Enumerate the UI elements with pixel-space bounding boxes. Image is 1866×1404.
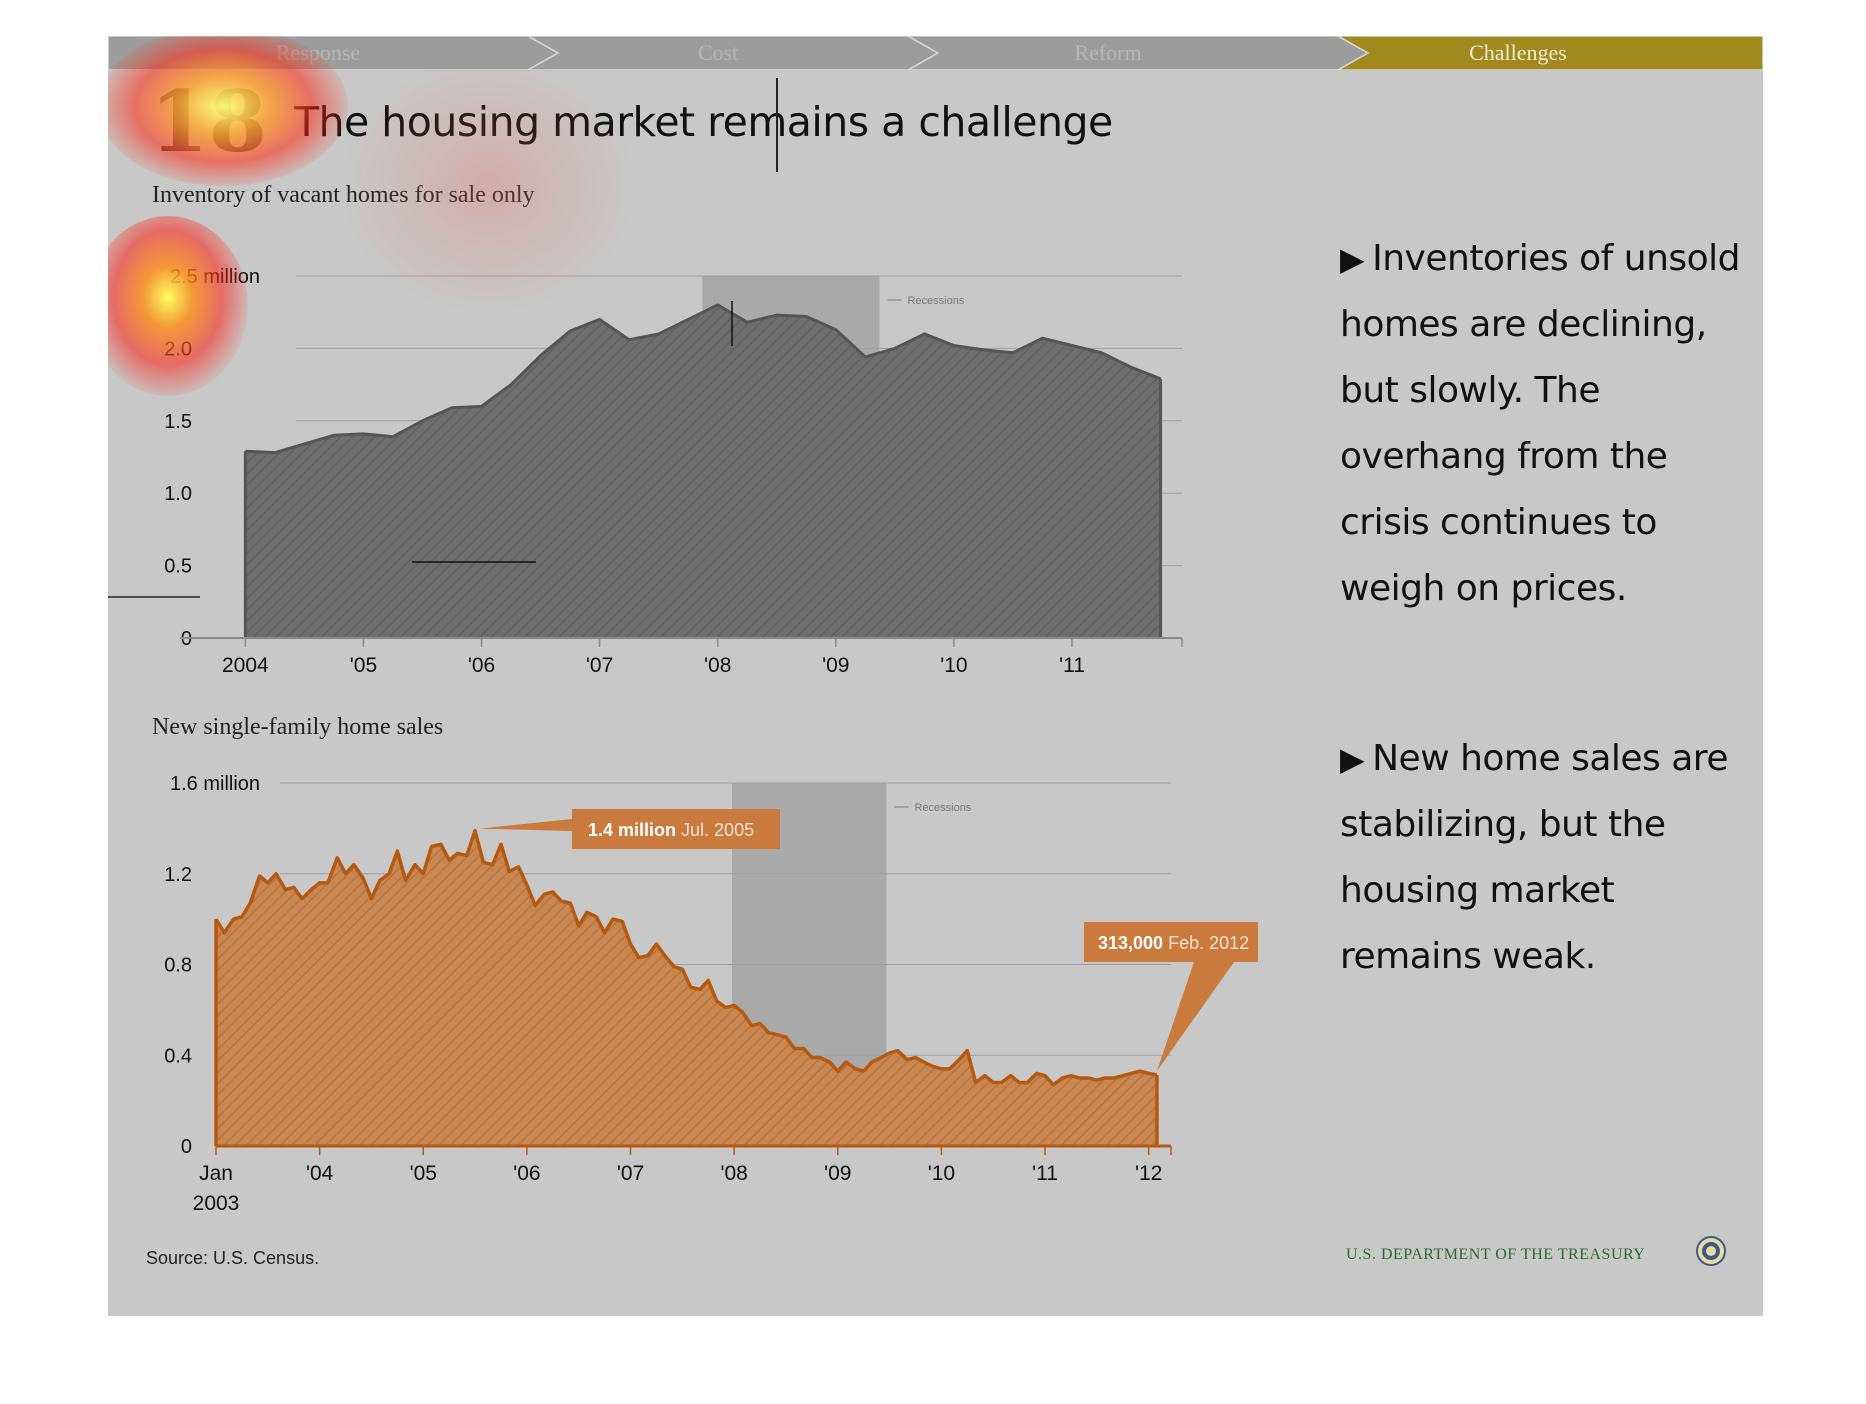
callout-latest-value: 313,000: [1098, 933, 1168, 953]
x-tick-label: '09: [824, 1162, 851, 1185]
y-tick-label: 1.5: [164, 411, 192, 433]
series-area: [216, 830, 1157, 1146]
x-tick-label: '05: [350, 654, 377, 677]
x-tick-label: '06: [468, 654, 495, 677]
x-tick-label: '07: [586, 654, 613, 677]
x-tick-sublabel: Q1: [231, 684, 259, 686]
y-tick-label: 1.6 million: [170, 773, 260, 795]
series-line: [245, 303, 1162, 455]
y-tick-label: 0.8: [164, 955, 192, 977]
callout-peak-label: 1.4 million Jul. 2005: [588, 820, 754, 840]
inventory-chart-title: Inventory of vacant homes for sale only: [152, 182, 535, 208]
x-tick-label: 2004: [222, 654, 269, 677]
legend-recessions: Recessions: [914, 802, 971, 814]
callout-latest-date: Feb. 2012: [1168, 933, 1249, 953]
bullet-list: ▶ Inventories of unsold homes are declini…: [1340, 226, 1750, 1094]
sales-chart: 0 0.4 0.8 1.2 1.6 million Recessions Jan 2003 '0…: [164, 773, 1258, 1215]
x-tick-label: Jan: [199, 1162, 233, 1185]
tab-chevron: [1336, 36, 1763, 70]
y-tick-label: 0: [181, 1136, 192, 1158]
callout-box: [1084, 922, 1258, 962]
y-tick-label: 1.2: [164, 864, 192, 886]
source-note: Source: U.S. Census.: [146, 1248, 320, 1268]
y-tick-label: 1.0: [164, 483, 192, 505]
callout-pointer: [1156, 962, 1234, 1071]
tab-reform[interactable]: Reform: [1074, 40, 1142, 65]
x-tick-label: '05: [410, 1162, 437, 1185]
bullet-inventory-text: Inventories of unsold homes are declinin…: [1340, 238, 1741, 609]
slide: Response Cost Reform Challenges 18 The h…: [108, 36, 1763, 1316]
bullet-sales: ▶ New home sales are stabilizing, but the…: [1340, 726, 1750, 990]
y-tick-label: 0.5: [164, 556, 192, 578]
y-tick-label: 2.0: [164, 338, 192, 360]
y-tick-label: 2.5 million: [170, 266, 260, 288]
tab-challenges[interactable]: Challenges: [1469, 40, 1567, 65]
callout-peak-value: 1.4 million: [588, 820, 681, 840]
x-tick-label: '11: [1032, 1162, 1058, 1185]
x-tick-label: '08: [720, 1162, 747, 1185]
callout-peak-date: Jul. 2005: [681, 820, 754, 840]
callout-latest-label: 313,000 Feb. 2012: [1098, 933, 1249, 953]
y-tick-label: 0.4: [164, 1045, 192, 1067]
x-tick-sublabel: 2003: [193, 1192, 240, 1215]
slide-number: 18: [150, 72, 267, 171]
series-area: [245, 304, 1161, 638]
legend-recessions: Recessions: [907, 295, 964, 307]
x-tick-label: '10: [940, 654, 967, 677]
bullet-inventory: ▶ Inventories of unsold homes are declini…: [1340, 226, 1750, 622]
text-cursor: [776, 78, 778, 172]
x-tick-label: '12: [1135, 1162, 1162, 1185]
tab-response[interactable]: Response: [275, 40, 361, 65]
callout-box: [572, 809, 780, 849]
x-tick-label: '08: [704, 654, 731, 677]
right-triangle-icon: ▶: [1340, 740, 1365, 778]
slide-title: The housing market remains a challenge: [294, 98, 1113, 146]
x-tick-label: '10: [928, 1162, 955, 1185]
callout-pointer: [479, 819, 572, 831]
tab-cost[interactable]: Cost: [697, 40, 739, 65]
x-tick-label: '06: [513, 1162, 540, 1185]
sales-chart-title: New single-family home sales: [152, 714, 444, 740]
inventory-chart: 00.51.01.52.02.5 millionRecessions2004Q1…: [108, 266, 1183, 686]
treasury-seal-icon: [1696, 1236, 1726, 1266]
right-triangle-icon: ▶: [1340, 240, 1365, 278]
tab-chevron: [906, 36, 1370, 70]
series-line: [214, 828, 1158, 1087]
tab-chevron: [526, 36, 940, 70]
x-tick-label: '09: [822, 654, 849, 677]
x-tick-label: '07: [617, 1162, 644, 1185]
treasury-wordmark: U.S. DEPARTMENT OF THE TREASURY: [1346, 1246, 1646, 1263]
x-tick-label: '04: [306, 1162, 334, 1185]
x-tick-label: '11: [1059, 654, 1085, 677]
bullet-sales-text: New home sales are stabilizing, but the …: [1340, 738, 1728, 977]
